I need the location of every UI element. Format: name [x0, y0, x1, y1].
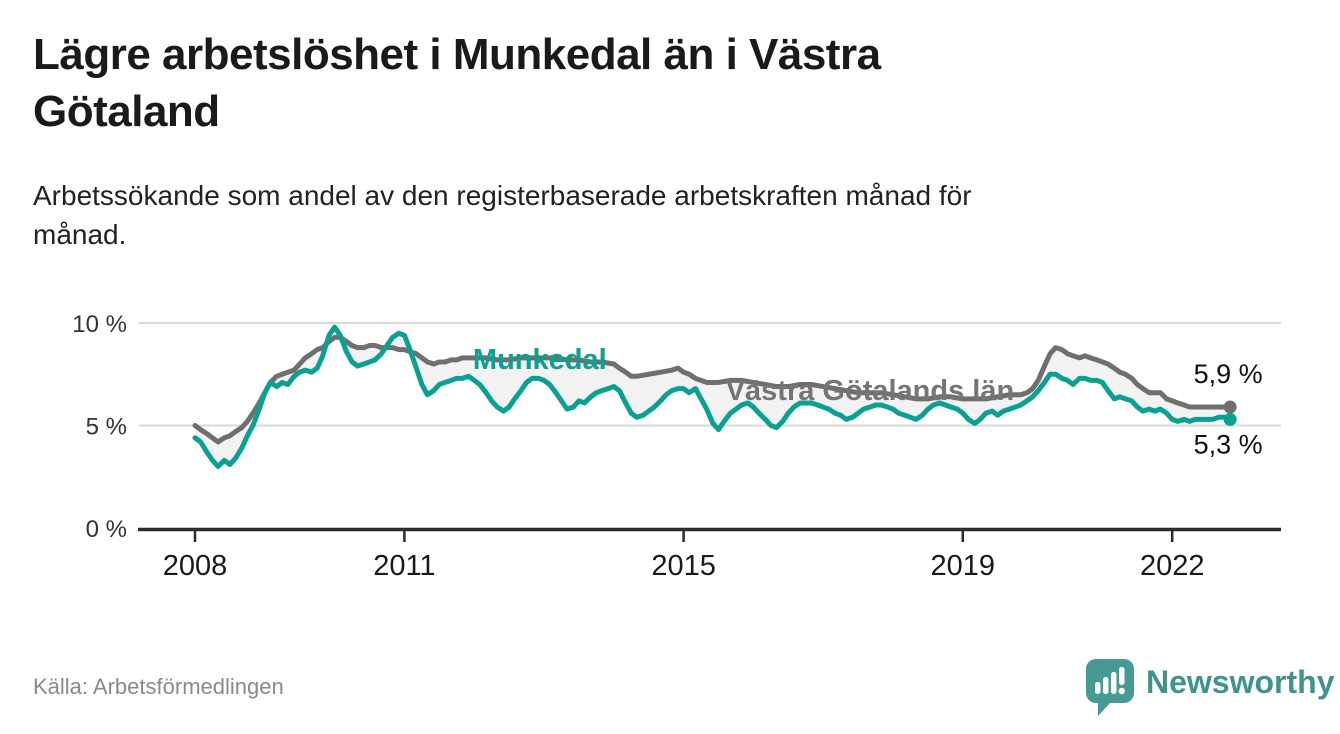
- newsworthy-logo-text: Newsworthy: [1146, 664, 1335, 700]
- y-axis-tick-label: 0 %: [86, 516, 127, 543]
- page-title-line1: Lägre arbetslöshet i Munkedal än i Västr…: [33, 30, 881, 79]
- unemployment-line-chart: 0 % 5 % 10 % 2008 2011 2015 2019 2022 Västra Göt…: [72, 311, 1281, 582]
- end-dot-munkedal: [1223, 412, 1237, 426]
- x-axis-tick-label: 2015: [651, 550, 716, 582]
- gridlines: 0 % 5 % 10 %: [72, 311, 1281, 543]
- end-dot-vastra-gotaland: [1223, 400, 1237, 414]
- page-title: Lägre arbetslöshet i Munkedal än i Västr…: [33, 26, 1293, 140]
- chart-subtitle-line2: månad.: [33, 219, 127, 250]
- x-axis-tick-label: 2022: [1140, 550, 1205, 582]
- series-label-vastra-gotaland: Västra Götalands län: [726, 375, 1015, 407]
- speech-bubble-bar-chart-icon: [1086, 659, 1134, 716]
- y-axis-tick-label: 10 %: [72, 311, 127, 338]
- newsworthy-logo: Newsworthy: [1086, 659, 1334, 717]
- end-value-label-vastra-gotaland: 5,9 %: [1194, 359, 1263, 389]
- series-gap-band: [195, 327, 1231, 467]
- series-label-munkedal: Munkedal: [473, 344, 607, 376]
- x-axis-tick-label: 2008: [163, 550, 228, 582]
- source-note: Källa: Arbetsförmedlingen: [33, 674, 284, 699]
- x-axis: 2008 2011 2015 2019 2022: [138, 527, 1281, 582]
- chart-subtitle-line1: Arbetssökande som andel av den registerb…: [33, 180, 972, 211]
- series-line-munkedal: [192, 324, 1233, 469]
- y-axis-tick-label: 5 %: [86, 414, 127, 441]
- chart-subtitle: Arbetssökande som andel av den registerb…: [33, 176, 1253, 254]
- page-title-line2: Götaland: [33, 87, 220, 136]
- x-axis-tick-label: 2019: [931, 550, 996, 582]
- x-axis-tick-label: 2011: [373, 550, 435, 582]
- end-value-label-munkedal: 5,3 %: [1194, 429, 1263, 459]
